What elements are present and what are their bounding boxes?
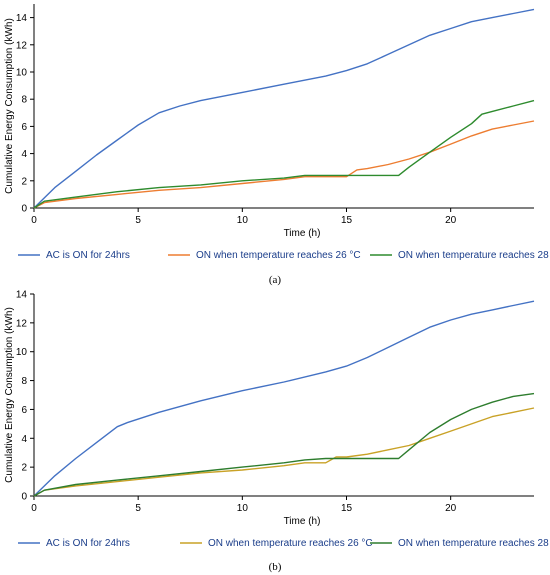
y-tick-label: 10 [16, 68, 28, 79]
figure-caption: (b) [269, 561, 282, 573]
legend-label-3: ON when temperature reaches 28 °C [398, 538, 550, 549]
y-tick-label: 0 [21, 204, 27, 215]
series-line-2 [33, 120, 535, 209]
y-tick-label: 8 [21, 95, 27, 106]
series-line-1 [33, 300, 535, 497]
x-tick-label: 15 [341, 215, 353, 226]
chart-a: 0 5 10 15 20 0 2 4 6 8 10 12 14 Time (h) Cumulative En… [4, 4, 550, 286]
y-axis-label: Cumulative Energy Consumption (kWh) [4, 307, 15, 483]
series-line-3 [33, 99, 535, 209]
y-tick-label: 6 [21, 122, 27, 133]
chart-b: 0 5 10 15 20 0 2 4 6 8 10 12 14 Time (h) Cumulative En… [4, 290, 550, 574]
legend-label-2: ON when temperature reaches 26 °C [196, 250, 361, 261]
y-tick-label: 14 [16, 290, 28, 301]
y-tick-label: 12 [16, 318, 28, 329]
y-tick-label: 2 [21, 176, 27, 187]
x-tick-label: 5 [135, 215, 141, 226]
y-tick-label: 12 [16, 40, 28, 51]
legend-label-1: AC is ON for 24hrs [46, 250, 130, 261]
legend-label-2: ON when temperature reaches 26 °C [208, 538, 373, 549]
x-tick-label: 10 [237, 215, 249, 226]
x-tick-label: 0 [31, 503, 37, 514]
y-tick-label: 0 [21, 492, 27, 503]
y-tick-label: 4 [21, 149, 27, 160]
series-line-3 [33, 392, 535, 497]
x-tick-label: 0 [31, 215, 37, 226]
x-axis-label: Time (h) [284, 228, 321, 239]
y-tick-label: 10 [16, 347, 28, 358]
series-line-1 [33, 8, 535, 209]
y-tick-label: 8 [21, 376, 27, 387]
legend-label-3: ON when temperature reaches 28 °C [398, 250, 550, 261]
y-tick-label: 4 [21, 434, 27, 445]
series-line-2 [33, 407, 535, 497]
x-tick-label: 10 [237, 503, 249, 514]
x-tick-label: 20 [445, 503, 457, 514]
y-tick-label: 2 [21, 463, 27, 474]
y-axis-label: Cumulative Energy Consumption (kWh) [4, 18, 15, 194]
figure-caption: (a) [269, 274, 282, 286]
y-tick-label: 14 [16, 13, 28, 24]
y-tick-label: 6 [21, 405, 27, 416]
x-tick-label: 5 [135, 503, 141, 514]
legend-label-1: AC is ON for 24hrs [46, 538, 130, 549]
x-tick-label: 20 [445, 215, 457, 226]
x-axis-label: Time (h) [284, 516, 321, 527]
x-tick-label: 15 [341, 503, 353, 514]
